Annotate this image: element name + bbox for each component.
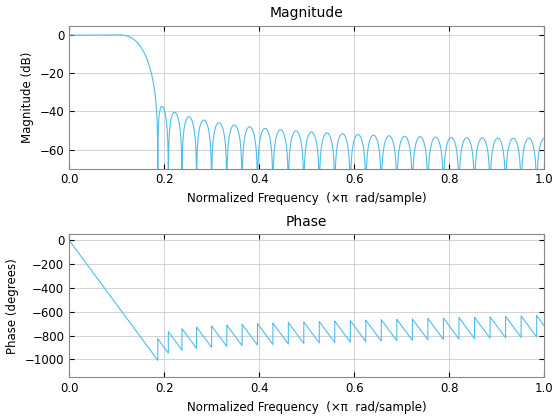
Y-axis label: Phase (degrees): Phase (degrees): [6, 258, 19, 354]
Y-axis label: Magnitude (dB): Magnitude (dB): [21, 51, 34, 143]
X-axis label: Normalized Frequency  (×π  rad/sample): Normalized Frequency (×π rad/sample): [187, 192, 427, 205]
Title: Magnitude: Magnitude: [270, 6, 344, 20]
Title: Phase: Phase: [286, 215, 328, 229]
X-axis label: Normalized Frequency  (×π  rad/sample): Normalized Frequency (×π rad/sample): [187, 401, 427, 414]
